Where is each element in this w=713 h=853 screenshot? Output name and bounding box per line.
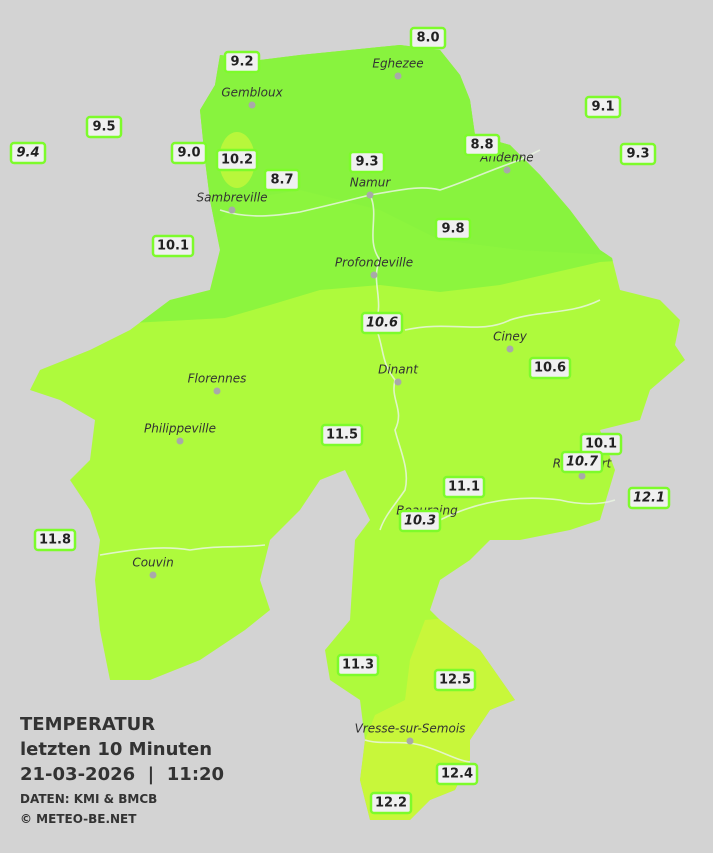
- station-value: 12.5: [439, 673, 471, 688]
- station-box: [584, 95, 622, 119]
- station-box: [360, 311, 404, 335]
- station-value: 9.0: [177, 146, 200, 161]
- station-value: 11.5: [326, 428, 358, 443]
- station-value: 10.3: [404, 514, 436, 529]
- station-box: [320, 423, 364, 447]
- city-dot: [394, 72, 402, 80]
- city-label: Florennes: [188, 372, 247, 386]
- station-value: 9.4: [16, 146, 39, 161]
- city-label: Eghezee: [372, 57, 423, 71]
- legend-title: TEMPERATUR: [20, 714, 155, 735]
- city-dot: [394, 378, 402, 386]
- legend-timestamp: 21-03-2026 | 11:20: [20, 764, 224, 785]
- station-box: [409, 26, 447, 50]
- city-dot: [578, 472, 586, 480]
- station-value: 8.8: [470, 138, 493, 153]
- city-label: Profondeville: [335, 256, 413, 270]
- station-value: 9.5: [92, 120, 115, 135]
- city-label: Gembloux: [221, 86, 283, 100]
- city-dot: [176, 437, 184, 445]
- station-value: 10.6: [534, 361, 566, 376]
- station-box: [215, 148, 259, 172]
- station-value: 9.3: [626, 147, 649, 162]
- station-box: [336, 653, 380, 677]
- station-box: [528, 356, 572, 380]
- station-box: [33, 528, 77, 552]
- city-label: Ciney: [493, 330, 528, 344]
- station-box: [369, 791, 413, 815]
- station-box: [560, 450, 604, 474]
- station-value: 11.8: [39, 533, 71, 548]
- station-box: [398, 509, 442, 533]
- station-value: 10.1: [157, 239, 189, 254]
- station-value: 12.2: [375, 796, 407, 811]
- legend-copyright: © METEO-BE.NET: [20, 812, 137, 826]
- city-label: Couvin: [132, 556, 173, 570]
- city-label: Namur: [350, 176, 392, 190]
- station-value: 10.7: [566, 455, 599, 470]
- station-value: 8.0: [416, 31, 439, 46]
- city-dot: [506, 345, 514, 353]
- station-box: [348, 150, 386, 174]
- station-box: [151, 234, 195, 258]
- city-dot: [149, 571, 157, 579]
- station-box: [435, 762, 479, 786]
- station-box: [263, 168, 301, 192]
- city-label: Dinant: [378, 363, 419, 377]
- city-dot: [366, 191, 374, 199]
- city-label: Sambreville: [196, 191, 267, 205]
- station-value: 9.1: [591, 100, 614, 115]
- station-box: [433, 668, 477, 692]
- station-box: [223, 50, 261, 74]
- city-label: Vresse-sur-Semois: [355, 722, 466, 736]
- station-box: [85, 115, 123, 139]
- station-value: 10.1: [585, 437, 617, 452]
- station-value: 9.2: [230, 55, 253, 70]
- station-box: [434, 217, 472, 241]
- station-value: 12.1: [633, 491, 665, 506]
- city-dot: [248, 101, 256, 109]
- station-box: [442, 475, 486, 499]
- city-dot: [228, 206, 236, 214]
- station-value: 11.1: [448, 480, 480, 495]
- station-box: [170, 141, 208, 165]
- station-value: 9.3: [355, 155, 378, 170]
- station-value: 12.4: [441, 767, 473, 782]
- station-value: 9.8: [441, 222, 464, 237]
- zone-south: [360, 618, 515, 820]
- station-box: [463, 133, 501, 157]
- station-value: 10.2: [221, 153, 253, 168]
- station-box: [9, 141, 47, 165]
- city-dot: [406, 737, 414, 745]
- station-box: [627, 486, 671, 510]
- city-dot: [213, 387, 221, 395]
- station-layer: 8.0 9.2 9.1 9.5 9.4 9.0 10.2 8.8 9.3 9.3 8.7 9.8 10.…: [9, 26, 671, 815]
- city-dot: [503, 166, 511, 174]
- station-value: 11.3: [342, 658, 374, 673]
- rivers: [99, 149, 616, 763]
- legend-period: letzten 10 Minuten: [20, 739, 212, 760]
- city-label: Philippeville: [144, 422, 216, 436]
- station-value: 10.6: [366, 316, 398, 331]
- station-box: [619, 142, 657, 166]
- station-value: 8.7: [270, 173, 293, 188]
- legend-source: DATEN: KMI & BMCB: [20, 792, 157, 806]
- city-dot: [370, 271, 378, 279]
